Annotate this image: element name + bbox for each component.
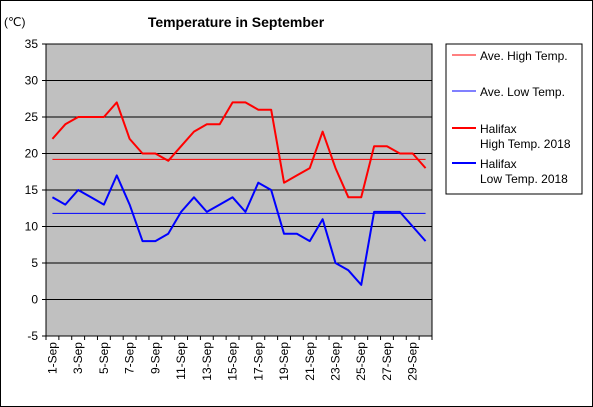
legend-label: High Temp. 2018: [480, 137, 571, 151]
legend: Ave. High Temp.Ave. Low Temp.HalifaxHigh…: [452, 49, 571, 186]
y-tick-label: 15: [25, 183, 39, 197]
y-tick-label: 25: [25, 110, 39, 124]
series-line-4: [51, 174, 427, 286]
legend-label: Low Temp. 2018: [480, 172, 568, 186]
x-tick-label: 7-Sep: [123, 342, 137, 374]
y-tick-label: 5: [31, 256, 38, 270]
unit-label: (℃): [4, 15, 25, 29]
series-lines: [51, 101, 427, 286]
legend-label: Halifax: [480, 157, 517, 171]
x-tick-label: 23-Sep: [329, 342, 343, 381]
x-tick-label: 25-Sep: [354, 342, 368, 381]
y-tick-label: 20: [25, 147, 39, 161]
y-axis: 35 30 25 20 15 10 5 0 -5: [25, 37, 46, 343]
gridlines: [46, 80, 432, 300]
x-tick-label: 9-Sep: [148, 342, 162, 374]
legend-label: Ave. High Temp.: [480, 49, 568, 63]
legend-label: Ave. Low Temp.: [480, 85, 565, 99]
x-axis: 1-Sep 3-Sep 5-Sep 7-Sep 9-Sep 11-Sep 13-Sep 15-…: [45, 336, 433, 381]
y-tick-label: 0: [31, 293, 38, 307]
chart-title: Temperature in September: [148, 14, 325, 30]
series-line-3: [51, 101, 427, 199]
x-tick-label: 19-Sep: [277, 342, 291, 381]
legend-label: Halifax: [480, 122, 517, 136]
y-tick-label: 10: [25, 220, 39, 234]
x-tick-label: 13-Sep: [200, 342, 214, 381]
legend-box: [445, 43, 583, 195]
x-tick-label: 21-Sep: [303, 342, 317, 381]
y-tick-label: 30: [25, 74, 39, 88]
y-tick-label: 35: [25, 37, 39, 51]
x-tick-label: 1-Sep: [45, 342, 59, 374]
x-tick-label: 27-Sep: [380, 342, 394, 381]
x-tick-label: 15-Sep: [226, 342, 240, 381]
x-tick-label: 11-Sep: [174, 342, 188, 380]
x-tick-label: 3-Sep: [71, 342, 85, 374]
x-tick-label: 5-Sep: [97, 342, 111, 374]
y-tick-label: -5: [27, 329, 38, 343]
x-tick-label: 17-Sep: [251, 342, 265, 381]
x-tick-label: 29-Sep: [406, 342, 420, 381]
